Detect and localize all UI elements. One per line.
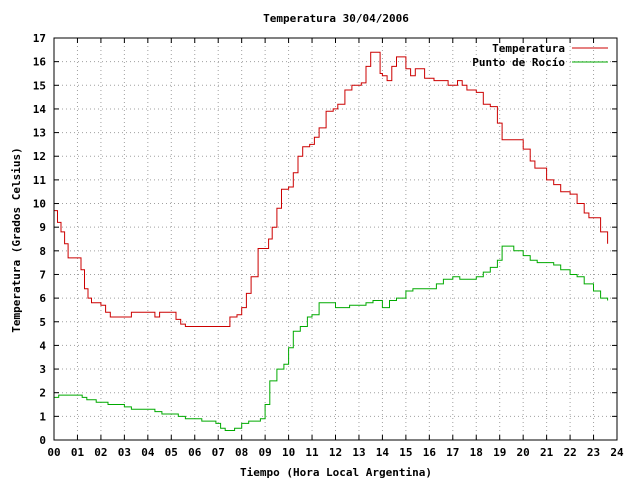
x-tick-label: 17 <box>446 446 459 459</box>
x-tick-label: 07 <box>212 446 225 459</box>
x-axis-label: Tiempo (Hora Local Argentina) <box>240 466 432 479</box>
y-tick-label: 14 <box>33 103 47 116</box>
x-tick-label: 19 <box>493 446 506 459</box>
x-tick-label: 04 <box>141 446 155 459</box>
series-line-temperatura <box>54 51 609 327</box>
legend: Temperatura Punto de Rocío <box>472 42 608 69</box>
series-lines <box>54 51 609 431</box>
y-tick-label: 16 <box>33 56 47 69</box>
y-tick-label: 13 <box>33 127 46 140</box>
x-tick-label: 03 <box>118 446 131 459</box>
y-tick-label: 0 <box>39 434 46 447</box>
y-tick-label: 9 <box>39 221 46 234</box>
y-axis-label: Temperatura (Grados Celsius) <box>10 147 23 332</box>
x-tick-label: 02 <box>94 446 107 459</box>
y-tick-label: 11 <box>33 174 47 187</box>
y-tick-label: 7 <box>39 268 46 281</box>
y-tick-label: 1 <box>39 410 46 423</box>
x-tick-labels: 00 01 02 03 04 05 06 07 08 09 10 11 12 13 14 15 16 17 18 19… <box>47 446 624 459</box>
x-tick-label: 16 <box>423 446 437 459</box>
x-tick-label: 11 <box>305 446 319 459</box>
y-tick-label: 15 <box>33 79 46 92</box>
y-tick-label: 10 <box>33 198 46 211</box>
x-tick-label: 00 <box>47 446 60 459</box>
tick-marks <box>53 37 618 441</box>
x-tick-label: 06 <box>188 446 202 459</box>
y-tick-label: 12 <box>33 150 46 163</box>
x-tick-label: 05 <box>165 446 178 459</box>
x-tick-label: 13 <box>352 446 365 459</box>
x-tick-label: 14 <box>376 446 390 459</box>
x-tick-label: 22 <box>563 446 576 459</box>
x-tick-label: 21 <box>540 446 554 459</box>
y-tick-label: 8 <box>39 245 46 258</box>
y-tick-label: 4 <box>39 339 46 352</box>
y-tick-label: 6 <box>39 292 46 305</box>
legend-label-temperatura: Temperatura <box>492 42 565 55</box>
x-tick-label: 01 <box>71 446 85 459</box>
x-tick-label: 20 <box>517 446 530 459</box>
x-tick-label: 10 <box>282 446 295 459</box>
y-tick-label: 3 <box>39 363 46 376</box>
x-tick-label: 08 <box>235 446 248 459</box>
x-tick-label: 23 <box>587 446 600 459</box>
chart-title: Temperatura 30/04/2006 <box>263 12 409 25</box>
legend-label-punto-de-rocio: Punto de Rocío <box>472 56 565 69</box>
grid <box>54 38 617 440</box>
x-tick-label: 18 <box>470 446 483 459</box>
x-tick-label: 09 <box>259 446 272 459</box>
y-tick-label: 5 <box>39 316 46 329</box>
series-line-punto-de-rocio <box>54 245 609 431</box>
x-tick-label: 24 <box>610 446 624 459</box>
y-tick-label: 17 <box>33 32 46 45</box>
x-tick-label: 12 <box>329 446 342 459</box>
y-tick-label: 2 <box>39 387 46 400</box>
plot-frame <box>53 37 618 441</box>
x-tick-label: 15 <box>399 446 412 459</box>
